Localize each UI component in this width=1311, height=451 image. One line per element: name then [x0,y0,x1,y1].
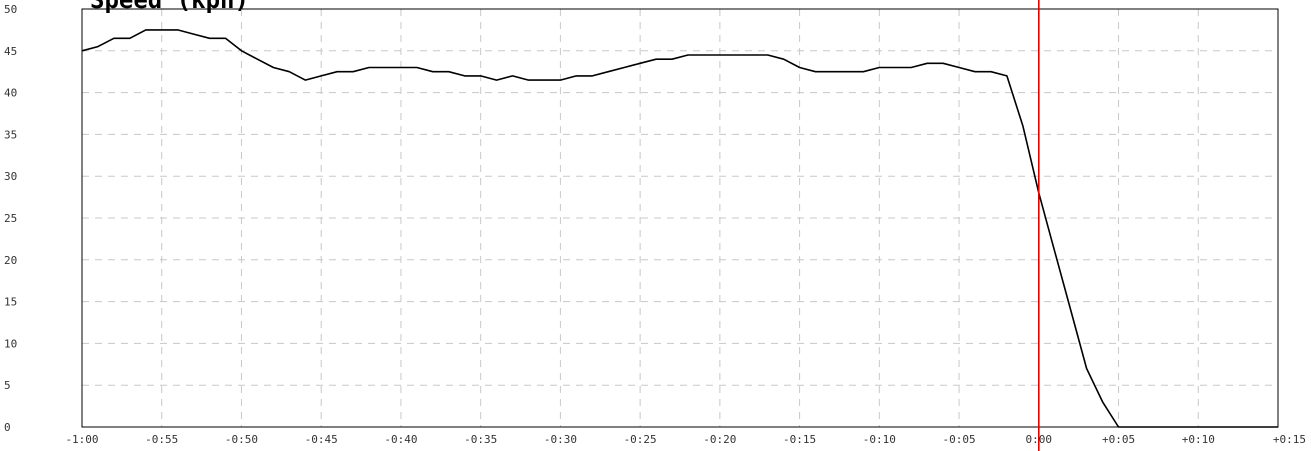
y-tick-label: 30 [4,170,17,183]
x-tick-label: -0:45 [305,433,338,446]
y-tick-label: 0 [4,421,11,434]
x-tick-label: -0:50 [225,433,258,446]
y-tick-label: 10 [4,337,17,350]
y-tick-label: 25 [4,212,17,225]
x-tick-label: -0:10 [863,433,896,446]
y-tick-label: 45 [4,45,17,58]
chart-title: Speed (kph) [90,0,249,14]
y-tick-label: 20 [4,254,17,267]
plot-frame [81,8,1279,428]
y-tick-label: 50 [4,3,17,16]
x-tick-label: +0:05 [1102,433,1135,446]
y-tick-label: 35 [4,128,17,141]
x-tick-label: +0:10 [1182,433,1215,446]
x-tick-label: -1:00 [65,433,98,446]
series-line [81,29,1278,428]
x-tick-label: -0:20 [703,433,736,446]
x-tick-label: -0:40 [384,433,417,446]
x-tick-label: -0:25 [624,433,657,446]
y-tick-label: 5 [4,379,11,392]
y-tick-label: 40 [4,87,17,100]
y-tick-label: 15 [4,296,17,309]
x-tick-label: -0:35 [464,433,497,446]
x-tick-label: -0:05 [943,433,976,446]
x-tick-label: -0:30 [544,433,577,446]
x-tick-label: +0:15 [1273,433,1306,446]
x-tick-label: -0:15 [783,433,816,446]
x-tick-label: -0:55 [145,433,178,446]
